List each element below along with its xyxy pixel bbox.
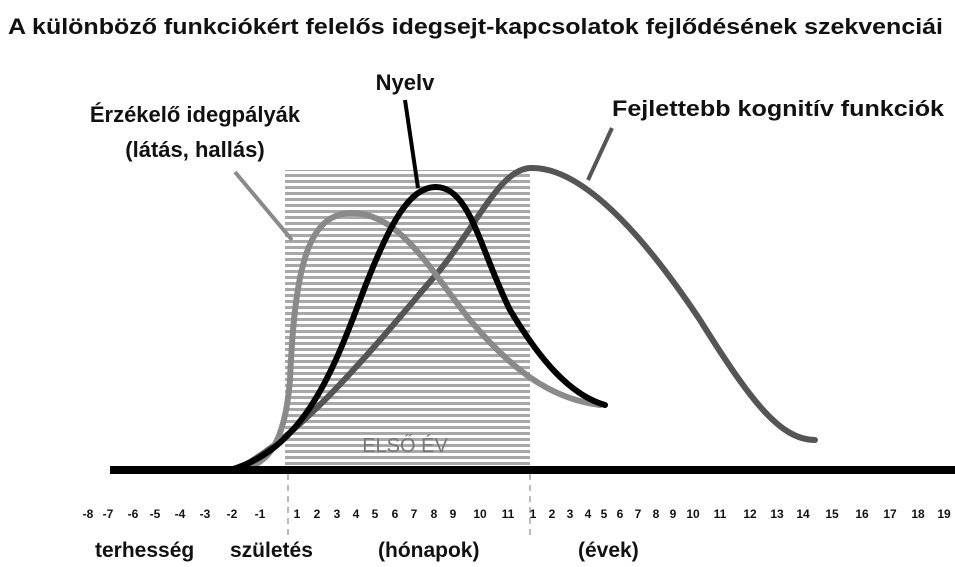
tick-label: 3	[334, 507, 341, 521]
cognitive-label: Fejlettebb kognitív funkciók	[612, 96, 945, 121]
tick-label: 9	[670, 507, 677, 521]
sensory-label: Érzékelő idegpályák	[90, 102, 301, 127]
tick-label: 1	[294, 507, 301, 521]
axis-label: (hónapok)	[378, 539, 479, 562]
language-label: Nyelv	[376, 70, 435, 95]
tick-label: 1	[530, 507, 537, 521]
tick-label: 8	[653, 507, 660, 521]
tick-label: 15	[825, 507, 839, 521]
tick-label: 2	[314, 507, 321, 521]
language-pointer	[403, 99, 420, 189]
cognitive-pointer	[586, 127, 614, 181]
tick-label: -6	[128, 507, 139, 521]
tick-label: 18	[911, 507, 925, 521]
tick-label: -4	[175, 507, 186, 521]
axis-label: születés	[230, 539, 313, 562]
tick-label: 16	[855, 507, 869, 521]
tick-label: 8	[431, 507, 438, 521]
tick-label: 4	[353, 507, 360, 521]
tick-label: -5	[150, 507, 161, 521]
tick-label: 14	[796, 507, 810, 521]
tick-label: 2	[549, 507, 556, 521]
cognitive-curve	[232, 164, 818, 473]
axis-label: terhesség	[95, 539, 194, 562]
tick-label: 11	[502, 507, 515, 521]
tick-labels: -8 -7 -6 -5 -4 -3 -2 -1 1 2 3 4 5 6 7 8 9 10 11 1 2 3 4 5 6 7 8 9 10…	[83, 507, 951, 521]
sensory-pointer	[233, 170, 294, 242]
tick-label: 6	[392, 507, 399, 521]
language-curve	[227, 183, 608, 473]
tick-label: 9	[450, 507, 457, 521]
tick-label: 7	[411, 507, 418, 521]
first-year-label: ELSŐ ÉV	[362, 434, 448, 457]
tick-label: 19	[937, 507, 951, 521]
tick-label: 5	[601, 507, 608, 521]
tick-label: 10	[473, 507, 487, 521]
tick-label: -3	[200, 507, 211, 521]
tick-label: 17	[883, 507, 897, 521]
tick-label: -2	[227, 507, 238, 521]
axis-label: (évek)	[578, 539, 639, 562]
first-year-band	[285, 170, 530, 470]
sensory-curve	[227, 209, 603, 473]
tick-label: 7	[635, 507, 642, 521]
tick-label: 4	[585, 507, 592, 521]
title: A különböző funkciókért felelős idegsejt…	[8, 14, 943, 39]
sensory-label: (látás, hallás)	[125, 137, 264, 162]
tick-label: 12	[743, 507, 757, 521]
axis-labels: terhesség születés (hónapok) (évek)	[95, 539, 639, 562]
tick-label: 6	[617, 507, 624, 521]
tick-label: 13	[770, 507, 784, 521]
tick-label: 5	[372, 507, 379, 521]
tick-label: 10	[686, 507, 700, 521]
tick-label: -1	[255, 507, 266, 521]
tick-label: -7	[103, 507, 114, 521]
tick-label: 11	[714, 507, 727, 521]
tick-label: 3	[567, 507, 574, 521]
tick-label: -8	[83, 507, 94, 521]
